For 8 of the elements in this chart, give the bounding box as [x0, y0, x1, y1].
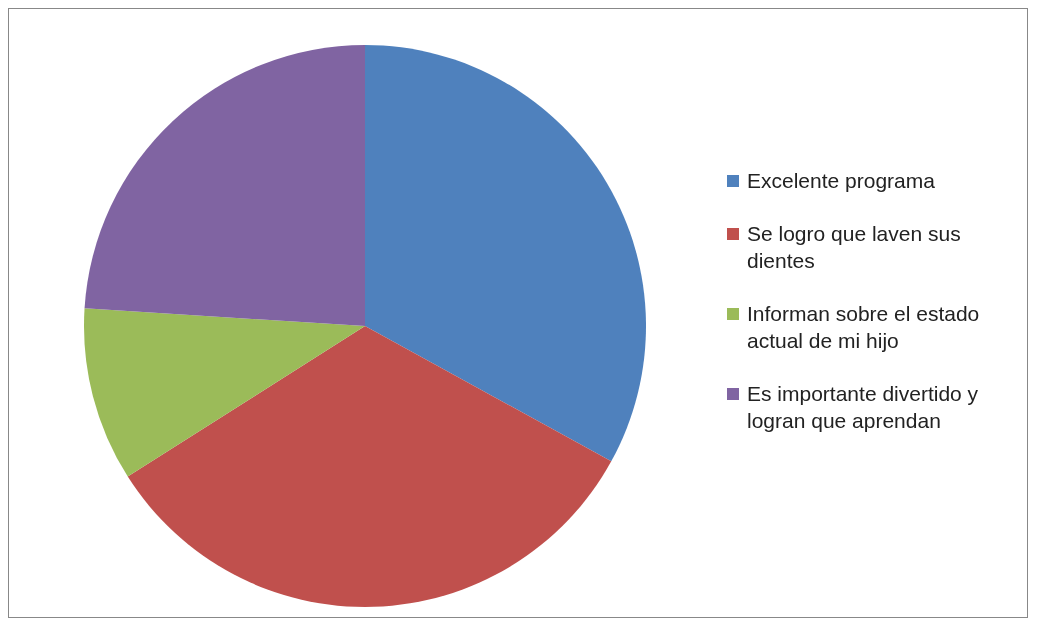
- legend-label: Excelente programa: [747, 167, 935, 194]
- legend-label: Se logro que laven sus dientes: [747, 220, 962, 274]
- pie-slice: [84, 308, 365, 477]
- pie-slice: [84, 45, 365, 326]
- pie-slice: [365, 45, 646, 462]
- legend-label: Es importante divertido y logran que aprendan: [747, 380, 980, 434]
- pie-slice: [127, 326, 612, 607]
- legend-label: Informan sobre el estado actual de mi hijo: [747, 300, 981, 354]
